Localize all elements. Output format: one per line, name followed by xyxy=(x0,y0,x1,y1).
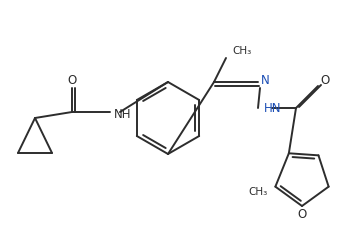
Text: N: N xyxy=(261,75,269,88)
Text: HN: HN xyxy=(264,103,281,116)
Text: O: O xyxy=(320,75,330,88)
Text: NH: NH xyxy=(114,109,131,121)
Text: CH₃: CH₃ xyxy=(232,46,251,56)
Text: O: O xyxy=(297,209,306,222)
Text: CH₃: CH₃ xyxy=(249,187,268,197)
Text: O: O xyxy=(67,73,77,86)
